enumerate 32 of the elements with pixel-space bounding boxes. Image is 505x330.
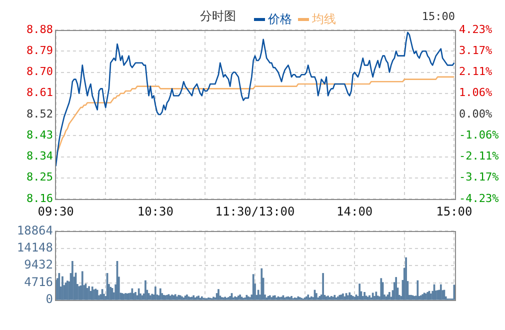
legend-label: 价格 (268, 11, 292, 28)
y-tick-label: 8.25 (26, 170, 53, 184)
y-tick-label: 8.52 (26, 107, 53, 120)
y-tick-label: 8.61 (26, 86, 53, 100)
y2-tick-label: 2.11% (459, 65, 492, 78)
y-tick-label: 8.34 (26, 150, 54, 163)
y-tick-label: 18864 (16, 223, 53, 238)
y-tick-label: 4716 (24, 274, 53, 289)
y2-tick-label: 0.00% (459, 107, 492, 120)
y2-tick-label: 3.17% (459, 44, 492, 58)
legend-label: 均线 (312, 11, 336, 28)
y-tick-label: 8.88 (26, 22, 53, 36)
y-tick-label: 0 (46, 292, 53, 306)
y2-tick-label: -1.06% (459, 128, 500, 142)
x-tick-label: 15:00 (436, 204, 472, 218)
y-tick-label: 8.43 (26, 128, 53, 142)
x-tick-label: 10:30 (137, 204, 174, 218)
y-tick-label: 14148 (16, 240, 53, 255)
x-tick-label: 14:00 (336, 204, 373, 218)
y-tick-label: 8.79 (26, 44, 53, 57)
chart-title: 分时图 (200, 8, 236, 25)
y-tick-label: 8.16 (26, 192, 53, 205)
y-tick-label: 9432 (24, 258, 53, 272)
y2-tick-label: -4.23% (459, 192, 500, 205)
y-tick-label: 8.70 (26, 65, 53, 78)
y2-tick-label: 1.06% (459, 86, 492, 100)
x-tick-label: 11:30/13:00 (215, 204, 295, 218)
y2-tick-label: -2.11% (459, 150, 500, 163)
y2-tick-label: -3.17% (459, 170, 500, 184)
y2-tick-label: 4.23% (459, 22, 492, 36)
text: 15:00 (422, 10, 455, 23)
x-tick-label: 09:30 (38, 204, 74, 218)
